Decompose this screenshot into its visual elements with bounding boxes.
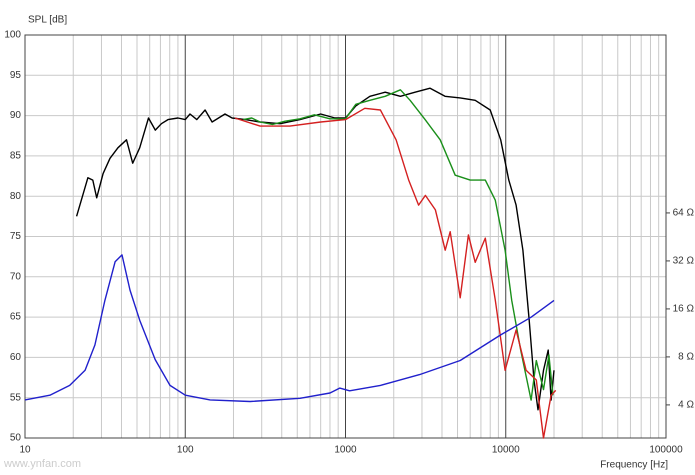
x-tick-label: 100000 bbox=[649, 445, 683, 456]
y-tick-label: 80 bbox=[10, 191, 22, 202]
y-tick-label: 100 bbox=[4, 30, 21, 41]
plot-border bbox=[24, 34, 667, 439]
y-tick-label: 90 bbox=[10, 110, 22, 121]
y2-tick-label: 4 Ω bbox=[678, 400, 694, 411]
y-tick-label: 65 bbox=[10, 312, 22, 323]
y-tick-label: 55 bbox=[10, 392, 22, 403]
y2-tick-label: 8 Ω bbox=[678, 352, 694, 363]
y-tick-label: 95 bbox=[10, 70, 22, 81]
series-line bbox=[24, 254, 555, 403]
y-tick-label: 85 bbox=[10, 151, 22, 162]
x-axis-label: Frequency [Hz] bbox=[600, 460, 668, 471]
y2-tick-label: 16 Ω bbox=[673, 304, 695, 315]
x-tick-label: 10 bbox=[19, 445, 31, 456]
series-line bbox=[243, 89, 554, 401]
y-axis-label: SPL [dB] bbox=[28, 15, 67, 26]
x-tick-label: 10000 bbox=[492, 445, 520, 456]
y-tick-label: 70 bbox=[10, 271, 22, 282]
y2-tick-label: 64 Ω bbox=[673, 208, 695, 219]
series-line bbox=[75, 87, 555, 411]
y2-tick-label: 32 Ω bbox=[673, 256, 695, 267]
y-tick-label: 50 bbox=[10, 433, 22, 444]
watermark: www.ynfan.com bbox=[3, 458, 81, 470]
y-tick-label: 60 bbox=[10, 352, 22, 363]
x-tick-label: 1000 bbox=[334, 445, 357, 456]
series-line bbox=[234, 107, 557, 439]
y-tick-label: 75 bbox=[10, 231, 22, 242]
x-tick-label: 100 bbox=[177, 445, 194, 456]
